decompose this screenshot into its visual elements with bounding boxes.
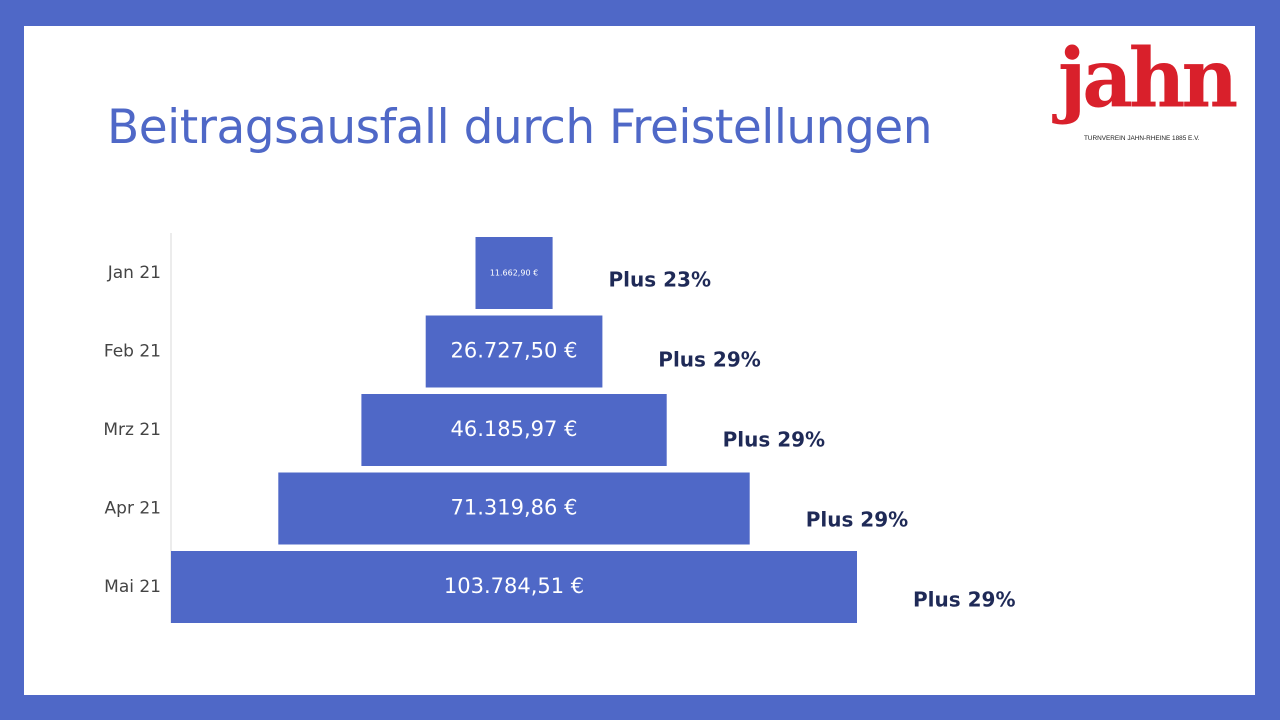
logo-wordmark: jahn (1058, 30, 1238, 127)
category-label: Mai 21 (104, 577, 161, 597)
value-label: 71.319,86 € (451, 496, 578, 520)
value-label: 26.727,50 € (451, 339, 578, 363)
category-label: Apr 21 (105, 499, 161, 519)
growth-label: Plus 29% (658, 348, 761, 372)
value-label: 103.784,51 € (444, 574, 584, 598)
funnel-bar (361, 394, 667, 466)
jahn-logo: jahn TURNVEREIN JAHN-RHEINE 1885 E.V. (1058, 38, 1238, 154)
growth-label: Plus 23% (609, 268, 712, 292)
funnel-bar (171, 551, 857, 623)
growth-label: Plus 29% (806, 508, 909, 532)
funnel-bar (425, 315, 603, 388)
growth-label: Plus 29% (723, 428, 826, 452)
value-label: 46.185,97 € (451, 417, 578, 441)
funnel-bar (278, 472, 750, 545)
category-label: Mrz 21 (103, 420, 161, 440)
growth-label: Plus 29% (913, 588, 1016, 612)
category-label: Feb 21 (104, 342, 161, 362)
logo-subtitle: TURNVEREIN JAHN-RHEINE 1885 E.V. (1084, 135, 1200, 142)
category-label: Jan 21 (107, 263, 161, 283)
funnel-bar (475, 237, 553, 309)
value-label: 11.662,90 € (490, 269, 538, 278)
slide-title: Beitragsausfall durch Freistellungen (107, 100, 933, 155)
